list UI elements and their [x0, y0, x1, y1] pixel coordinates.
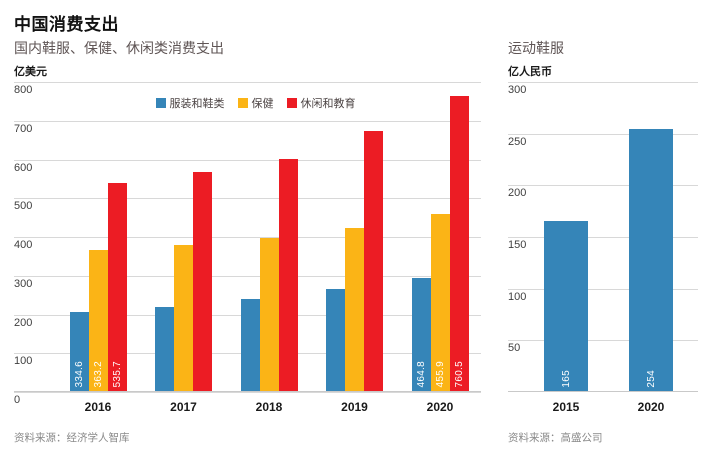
gridline	[508, 340, 698, 342]
bar-value-label: 535.7	[111, 361, 123, 388]
chart-left-subtitle: 国内鞋服、保健、休闲类消费支出	[14, 40, 224, 56]
chart-left-unit-label: 亿美元	[14, 66, 47, 78]
y-axis-tick-label: 250	[508, 135, 527, 148]
gridline	[14, 198, 481, 200]
bar-保健-2019	[345, 228, 364, 391]
bar-value-label-wrap: 455.9	[431, 361, 450, 388]
chart-right-unit-label: 亿人民币	[508, 66, 552, 78]
chart-right-source-note: 资料来源：高盛公司	[508, 432, 603, 444]
legend-item: 服装和鞋类	[155, 95, 225, 111]
x-axis-tick-label: 2020	[637, 400, 665, 414]
y-axis-tick-label: 500	[14, 200, 33, 213]
y-axis-tick-label: 150	[508, 239, 527, 251]
bar-休闲和教育-2018	[278, 158, 298, 391]
bar-value-label-wrap: 363.2	[89, 361, 108, 388]
bar-服装和鞋类-2019	[326, 289, 345, 391]
bar-休闲和教育-2016: 535.7	[107, 183, 127, 391]
bar-运动鞋服-2015: 165	[544, 220, 588, 391]
x-axis-tick-label: 2015	[552, 400, 580, 414]
x-axis-tick-label: 2017	[170, 400, 197, 414]
bar-value-label: 464.8	[415, 361, 427, 388]
y-axis-tick-label: 700	[14, 122, 33, 135]
y-axis-tick-label: 600	[14, 161, 33, 174]
y-axis-tick-label: 200	[14, 316, 33, 329]
gridline	[14, 275, 481, 277]
gridline	[508, 185, 698, 187]
gridline	[14, 82, 481, 83]
chart-right-plot-area: 300 250 200 150 100 50 165 2015 254 2020	[508, 82, 698, 414]
bar-服装和鞋类-2018	[240, 299, 260, 391]
bar-value-label: 334.6	[73, 361, 85, 388]
bar-value-label: 760.5	[453, 361, 465, 388]
bar-保健-2016: 363.2	[88, 250, 108, 391]
y-axis-tick-label: 300	[508, 84, 527, 96]
bar-保健-2018	[259, 237, 279, 391]
legend-swatch-icon	[286, 98, 297, 108]
bar-保健-2017	[174, 244, 193, 391]
bar-服装和鞋类-2017	[155, 306, 174, 391]
y-axis-tick-label: 400	[14, 239, 33, 251]
x-axis-tick-label: 2016	[84, 400, 112, 414]
y-axis-tick-label: 200	[508, 187, 527, 200]
y-axis-tick-label: 300	[14, 277, 33, 290]
legend-label: 保健	[251, 98, 274, 110]
legend-swatch-icon	[155, 98, 166, 108]
legend-item: 休闲和教育	[286, 95, 356, 111]
bar-value-label-wrap: 334.6	[70, 361, 89, 388]
y-axis-tick-label: 0	[14, 394, 21, 406]
bar-value-label: 254	[645, 370, 657, 388]
legend-label: 服装和鞋类	[169, 98, 225, 110]
bar-value-label-wrap: 464.8	[412, 361, 431, 388]
bar-value-label-wrap: 165	[544, 370, 588, 388]
gridline	[508, 82, 698, 83]
gridline	[508, 288, 698, 290]
page-title: 中国消费支出	[14, 15, 119, 34]
y-axis-tick-label: 50	[508, 342, 521, 355]
chart-right-title: 运动鞋服	[508, 40, 564, 56]
gridline	[14, 120, 481, 122]
bar-value-label: 165	[560, 370, 572, 388]
bar-value-label: 363.2	[92, 361, 104, 388]
bar-value-label-wrap: 254	[629, 370, 673, 388]
gridline	[14, 392, 481, 393]
y-axis-tick-label: 100	[508, 290, 527, 303]
chart-left-source-note: 资料来源：经济学人智库	[14, 432, 130, 444]
bar-value-label-wrap: 535.7	[108, 361, 127, 388]
bar-服装和鞋类-2020: 464.8	[411, 277, 431, 391]
gridline	[508, 133, 698, 135]
legend-item: 保健	[237, 95, 274, 111]
bar-运动鞋服-2020: 254	[629, 128, 673, 391]
bar-休闲和教育-2020: 760.5	[449, 96, 469, 391]
gridline	[508, 237, 698, 238]
x-axis-tick-label: 2019	[341, 400, 368, 414]
y-axis-tick-label: 100	[14, 355, 33, 368]
gridline	[14, 237, 481, 238]
bar-休闲和教育-2017	[193, 172, 212, 391]
legend: 服装和鞋类 保健 休闲和教育	[155, 95, 356, 111]
legend-label: 休闲和教育	[300, 98, 356, 110]
bar-value-label: 455.9	[434, 361, 446, 388]
bar-休闲和教育-2019	[364, 131, 383, 391]
x-axis-tick-label: 2020	[426, 400, 454, 414]
bar-服装和鞋类-2016: 334.6	[69, 311, 89, 391]
x-axis-tick-label: 2018	[255, 400, 283, 414]
bar-保健-2020: 455.9	[430, 214, 450, 391]
chart-left-plot-area: 800 700 600 500 400 300 200 100 0 334.6 363.2 535.7…	[14, 82, 481, 414]
bar-value-label-wrap: 760.5	[450, 361, 469, 388]
y-axis-tick-label: 800	[14, 84, 33, 96]
legend-swatch-icon	[237, 98, 248, 108]
gridline	[14, 159, 481, 161]
